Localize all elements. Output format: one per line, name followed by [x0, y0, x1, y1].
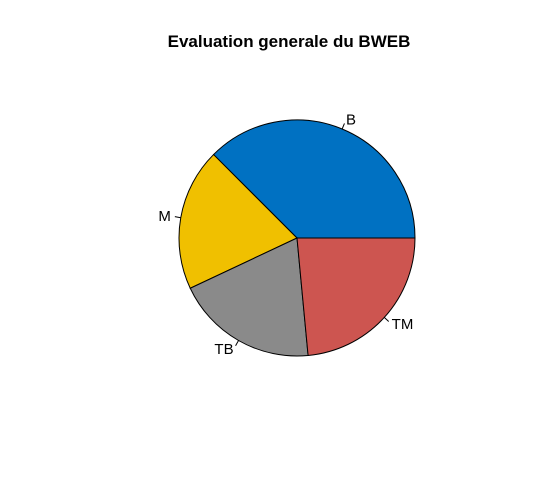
- pie-slice-tm: [296, 237, 416, 357]
- slice-label-tm: TM: [392, 316, 414, 333]
- chart-title: Evaluation generale du BWEB: [168, 32, 411, 51]
- pie-slice-b: [212, 119, 416, 239]
- leader-line-tm: [383, 317, 390, 322]
- pie-labels: B M TB TM: [158, 112, 413, 358]
- leader-line-tb: [235, 340, 239, 346]
- slice-label-m: M: [158, 208, 171, 225]
- slice-label-tb: TB: [214, 341, 233, 358]
- pie-slices: [178, 119, 416, 357]
- leader-line-m: [174, 216, 181, 219]
- leader-line-b: [341, 123, 345, 130]
- slice-label-b: B: [346, 112, 356, 129]
